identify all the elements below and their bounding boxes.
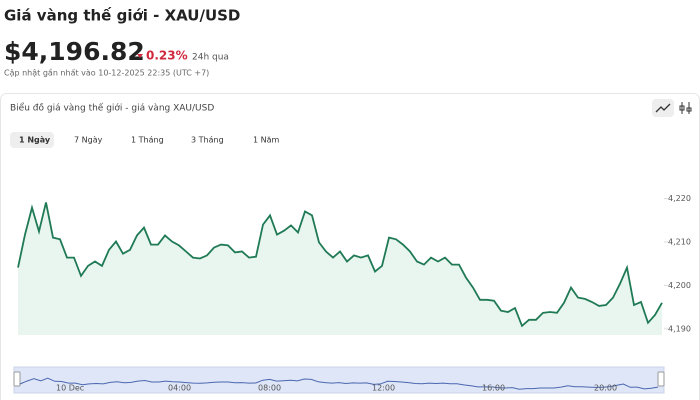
tab[interactable]: 1 Ngày: [19, 136, 51, 145]
navigator-line: [19, 377, 659, 390]
tab-active[interactable]: [10, 132, 54, 148]
page-title: Giá vàng thế giới - XAU/USD: [4, 6, 240, 25]
down-icon: [137, 54, 143, 58]
y-tick-label: 4,200: [668, 281, 691, 290]
navigator-label: 12:00: [372, 384, 395, 393]
line-mode-button[interactable]: [652, 99, 674, 117]
change: 0.23%: [146, 49, 188, 63]
y-tick-label: 4,220: [668, 194, 691, 203]
line: [17, 202, 663, 328]
tab[interactable]: 7 Ngày: [74, 136, 103, 145]
y-tick-label: 4,210: [668, 237, 691, 246]
line-icon: [655, 103, 671, 113]
tab[interactable]: 1 Năm: [253, 136, 280, 145]
update-time: Cập nhật gần nhất vào 10-12-2025 22:35 (…: [4, 68, 209, 79]
navigator-label: 04:00: [168, 384, 191, 393]
navigator-handle[interactable]: [13, 371, 21, 387]
y-tick-label: 4,190: [668, 324, 691, 333]
navigator-label: 08:00: [258, 384, 281, 393]
area: [18, 202, 662, 335]
price: $4,196.82: [4, 37, 145, 66]
navigator-handle[interactable]: [657, 371, 665, 387]
chart-title: Biểu đồ giá vàng thế giới - giá vàng XAU…: [10, 103, 214, 114]
navigator[interactable]: [13, 366, 665, 394]
tab[interactable]: 3 Tháng: [191, 136, 224, 145]
candle-icon[interactable]: [679, 102, 692, 114]
chart-card: [0, 93, 700, 400]
change-period: 24h qua: [192, 53, 229, 63]
navigator-label: 16:00: [482, 384, 505, 393]
tab[interactable]: 1 Tháng: [131, 136, 164, 145]
navigator-label: 10 Dec: [56, 384, 84, 393]
navigator-label: 20:00: [594, 384, 617, 393]
